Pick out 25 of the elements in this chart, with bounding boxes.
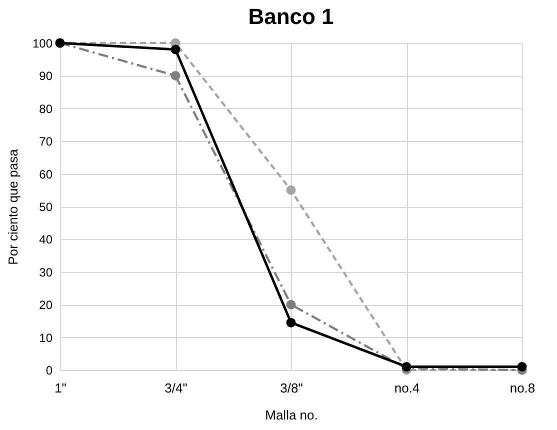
x-tick-label: no.4 — [394, 380, 420, 396]
y-tick-label: 10 — [39, 330, 53, 345]
y-tick-label: 70 — [39, 134, 53, 149]
point — [517, 362, 527, 372]
y-tick-label: 30 — [39, 265, 53, 280]
x-tick-label: no.8 — [510, 380, 536, 396]
x-tick-label: 1" — [54, 380, 67, 396]
y-tick-label: 40 — [39, 232, 53, 247]
y-axis-title: Por ciento que pasa — [5, 148, 20, 265]
y-tick-label: 50 — [39, 200, 53, 214]
y-tick-label: 80 — [39, 102, 53, 116]
point — [286, 185, 296, 195]
y-tick-label: 90 — [39, 69, 53, 84]
x-tick-label: 3/8" — [280, 380, 304, 396]
point — [286, 300, 296, 310]
chart-title: Banco 1 — [248, 4, 334, 29]
point — [170, 44, 180, 54]
x-tick-label: 3/4" — [164, 380, 188, 396]
y-tick-label: 20 — [39, 298, 53, 312]
y-tick-label: 60 — [39, 167, 53, 182]
point — [286, 318, 296, 328]
y-tick-label: 0 — [46, 364, 53, 378]
y-tick-label: 100 — [32, 36, 53, 50]
point — [170, 70, 180, 80]
x-axis-title: Malla no. — [265, 408, 318, 422]
